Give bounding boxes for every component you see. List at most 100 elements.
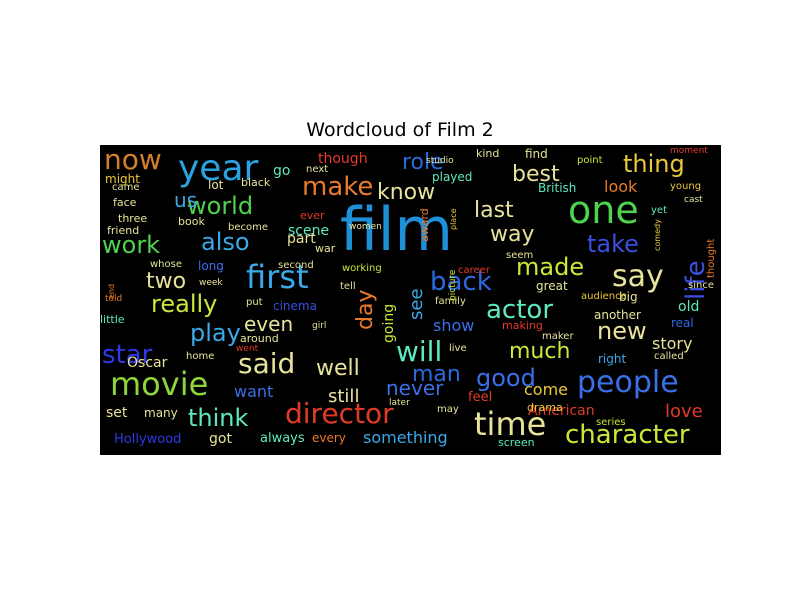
word-first: first <box>246 258 309 296</box>
word-working: working <box>342 263 382 274</box>
word-face: face <box>113 196 137 209</box>
word-lot: lot <box>208 178 224 192</box>
word-second: second <box>278 260 314 271</box>
word-drama: drama <box>527 401 563 414</box>
word-love: love <box>665 401 703 422</box>
word-might: might <box>105 172 140 186</box>
word-will: will <box>396 335 442 368</box>
word-career: career <box>458 265 491 276</box>
word-become: become <box>228 222 268 233</box>
word-many: many <box>144 406 178 420</box>
word-book: book <box>178 215 205 228</box>
word-film: film <box>340 195 453 265</box>
word-since: since <box>688 280 714 291</box>
word-last: last <box>474 198 514 223</box>
word-seem: seem <box>506 250 533 261</box>
word-work: work <box>102 231 160 259</box>
word-thought: thought <box>706 239 717 278</box>
word-studio: studio <box>426 156 454 166</box>
word-live: live <box>449 343 467 354</box>
word-maker: maker <box>542 331 574 342</box>
word-every: every <box>312 431 346 445</box>
word-week: week <box>199 278 223 288</box>
word-home: home <box>186 351 214 362</box>
word-say: say <box>612 259 664 294</box>
word-family: family <box>435 296 466 307</box>
word-war: war <box>315 242 336 255</box>
word-cast: cast <box>684 195 703 205</box>
word-world: world <box>187 192 253 220</box>
word-little: little <box>100 313 125 326</box>
word-comedy: comedy <box>653 219 662 251</box>
word-us: us <box>174 188 197 212</box>
word-want: want <box>234 382 273 401</box>
word-picture: picture <box>448 269 458 301</box>
word-point: point <box>577 155 603 166</box>
word-way: way <box>490 222 535 247</box>
word-end: end <box>107 284 116 299</box>
word-come: come <box>524 380 568 399</box>
word-still: still <box>328 386 359 407</box>
wordcloud: film one year movie first time say people direct… <box>100 145 721 455</box>
word-show: show <box>433 316 474 335</box>
chart-title: Wordcloud of Film 2 <box>306 119 494 141</box>
word-got: got <box>209 431 232 447</box>
word-great: great <box>536 279 568 293</box>
word-star: star <box>102 340 153 370</box>
word-find: find <box>525 147 548 161</box>
word-next: next <box>306 164 328 175</box>
word-going: going <box>381 304 397 343</box>
word-women: women <box>349 222 382 232</box>
word-year: year <box>178 148 259 189</box>
word-see: see <box>406 288 427 320</box>
word-audience: audience <box>581 291 627 302</box>
word-people: people <box>577 365 679 400</box>
word-actor: actor <box>486 295 553 325</box>
word-kind: kind <box>476 147 499 160</box>
word-british: British <box>538 181 576 195</box>
word-later: later <box>389 398 410 408</box>
word-may: may <box>437 404 459 415</box>
word-oscar: Oscar <box>127 355 168 371</box>
word-real: real <box>671 316 694 330</box>
word-told: told <box>105 294 122 304</box>
word-ever: ever <box>300 209 325 222</box>
word-well: well <box>316 356 360 381</box>
word-now: now <box>104 145 162 176</box>
word-role: role <box>402 150 444 175</box>
word-yet: yet <box>651 205 667 216</box>
word-whose: whose <box>150 259 182 270</box>
word-big: big <box>619 290 638 304</box>
word-old: old <box>678 299 699 315</box>
word-american: American <box>528 403 595 419</box>
word-two: two <box>146 269 186 294</box>
word-director: director <box>285 397 394 430</box>
word-hollywood: Hollywood <box>114 432 181 447</box>
word-friend: friend <box>107 224 139 237</box>
word-always: always <box>260 431 305 446</box>
word-set: set <box>106 405 128 421</box>
word-take: take <box>587 230 639 258</box>
word-made: made <box>516 253 584 281</box>
word-part: part <box>287 231 316 247</box>
word-story: story <box>652 334 692 353</box>
word-back: back <box>430 267 492 297</box>
word-moment: moment <box>670 146 708 156</box>
word-know: know <box>377 180 435 205</box>
word-best: best <box>512 162 560 187</box>
word-one: one <box>568 188 639 232</box>
word-young: young <box>670 181 701 192</box>
word-look: look <box>604 177 638 196</box>
word-feel: feel <box>468 390 492 405</box>
word-play: play <box>190 319 241 347</box>
word-think: think <box>188 404 249 432</box>
word-girl: girl <box>312 321 326 331</box>
word-something: something <box>363 428 448 447</box>
word-cinema: cinema <box>273 299 317 313</box>
word-movie: movie <box>110 365 208 403</box>
word-another: another <box>594 308 641 322</box>
word-place: place <box>449 208 458 230</box>
word-new: new <box>597 317 647 345</box>
word-good: good <box>476 364 536 392</box>
word-time: time <box>474 405 546 443</box>
